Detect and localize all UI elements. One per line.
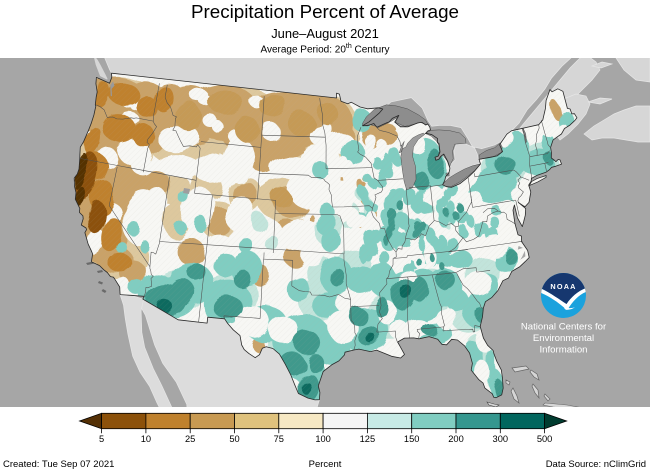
svg-text:National Centers for: National Centers for (521, 322, 607, 333)
svg-text:Information: Information (540, 345, 588, 356)
svg-text:Environmental: Environmental (533, 333, 594, 344)
svg-text:NOAA: NOAA (550, 282, 576, 291)
